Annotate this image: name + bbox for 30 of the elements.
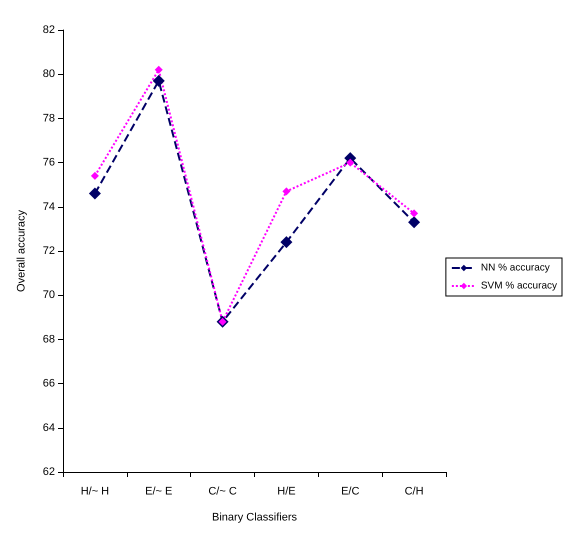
- y-tick-label: 76: [42, 156, 55, 169]
- point: [88, 188, 101, 200]
- point: [410, 209, 418, 218]
- y-tick-label: 64: [42, 422, 55, 434]
- point: [152, 74, 165, 87]
- point: [408, 216, 420, 228]
- x-tick-label: E/~ E: [145, 486, 172, 498]
- x-axis-title: Binary Classifiers: [212, 512, 298, 524]
- y-tick-label: 80: [42, 68, 55, 80]
- y-tick-label: 66: [42, 378, 55, 390]
- y-tick-label: 72: [42, 245, 55, 257]
- y-tick-label: 68: [42, 333, 55, 346]
- point: [280, 236, 292, 248]
- y-tick-label: 82: [42, 24, 55, 36]
- legend-label: NN % accuracy: [480, 262, 550, 274]
- x-tick-label: H/E: [277, 486, 296, 498]
- point: [154, 66, 163, 74]
- x-tick-label: E/C: [341, 486, 360, 498]
- x-tick-label: C/~ C: [208, 486, 237, 498]
- point: [90, 172, 99, 180]
- x-tick-label: C/H: [404, 486, 424, 498]
- point: [282, 187, 290, 196]
- y-tick-label: 78: [42, 112, 55, 124]
- y-axis-title: Overall accuracy: [16, 210, 28, 292]
- y-tick-label: 62: [42, 466, 55, 478]
- point: [346, 158, 354, 167]
- y-tick-label: 70: [42, 289, 55, 302]
- x-tick-label: H/~ H: [80, 486, 110, 498]
- legend-label: SVM % accuracy: [480, 280, 558, 292]
- y-tick-label: 74: [42, 200, 55, 213]
